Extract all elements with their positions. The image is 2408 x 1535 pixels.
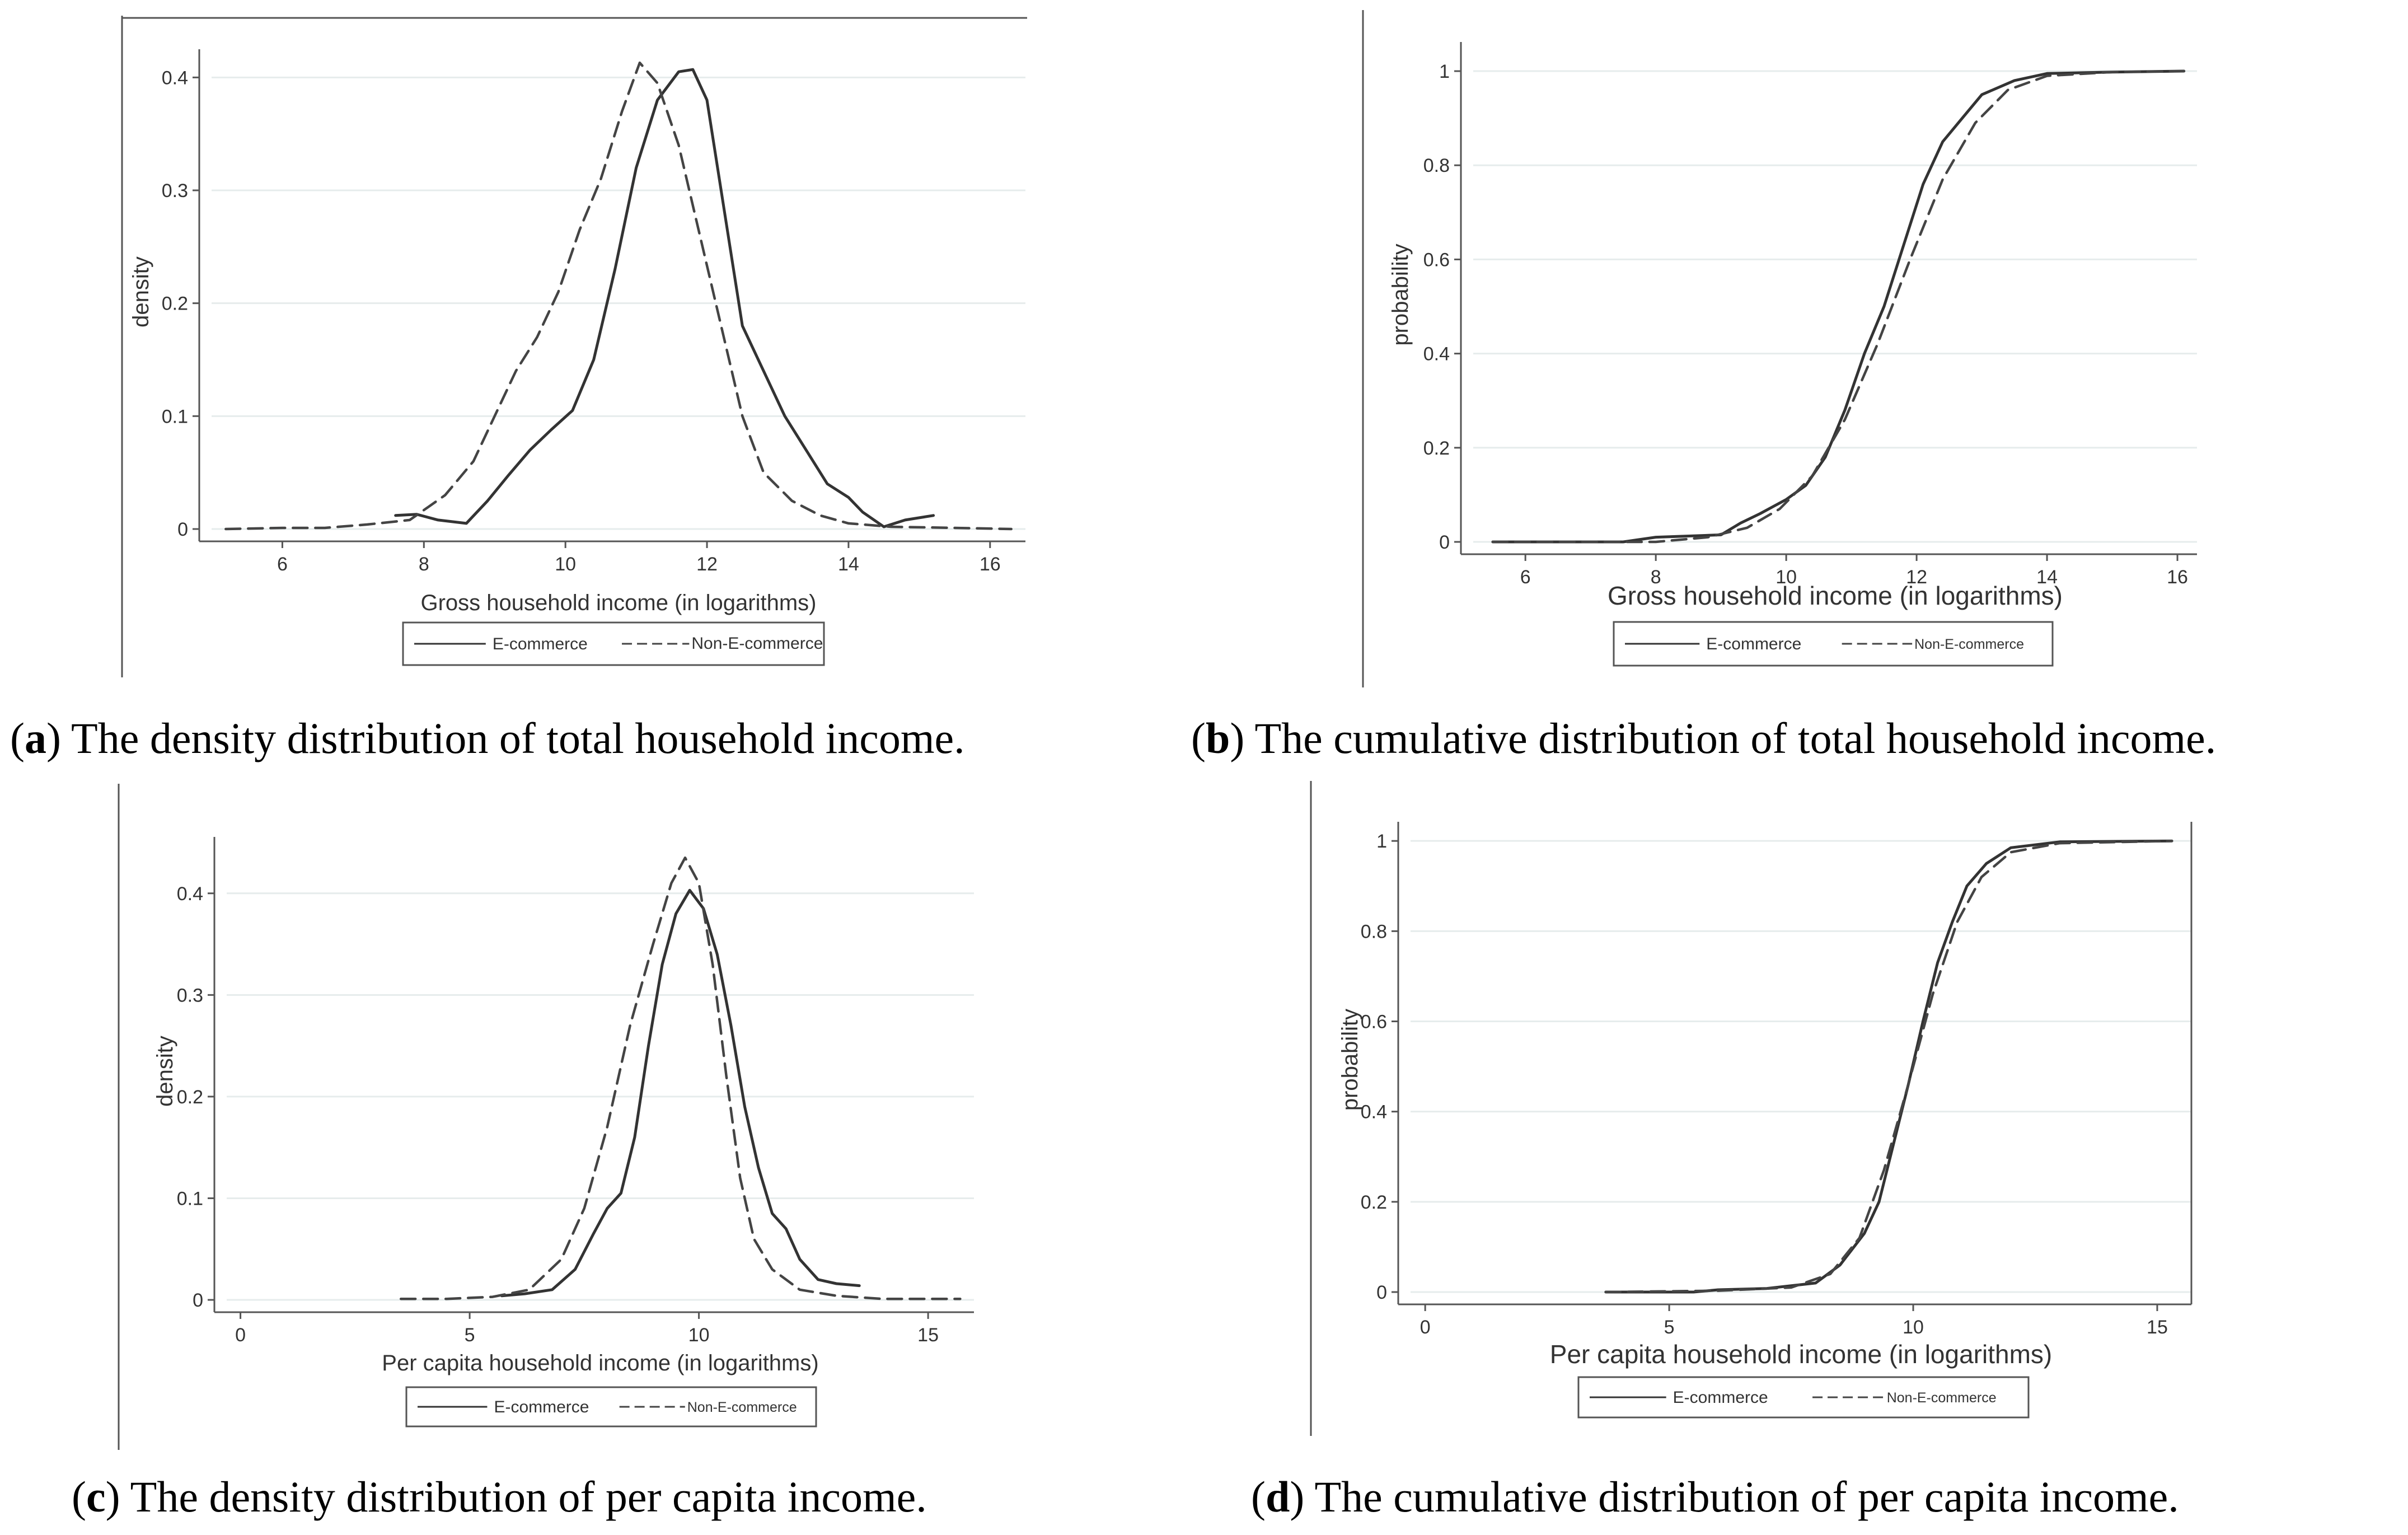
panel-d-ytick-label-0: 0 xyxy=(1376,1282,1387,1303)
panel-d-xtick-label-0: 0 xyxy=(1420,1317,1431,1338)
panel-d-x-axis-label: Per capita household income (in logarith… xyxy=(1550,1340,2052,1369)
panel-a-xtick-label-4: 14 xyxy=(838,554,859,575)
panel-b-legend-box xyxy=(1613,621,2054,667)
panel-d-legend-box xyxy=(1577,1376,2030,1419)
caption-a-label: a xyxy=(25,714,46,762)
panel-b-ytick-label-5: 1 xyxy=(1439,61,1450,82)
panel-b-ytick-label-2: 0.4 xyxy=(1423,344,1450,365)
panel-d-legend-label-e-commerce: E-commerce xyxy=(1673,1388,1768,1407)
panel-c-legend-label-non-e-commerce: Non-E-commerce xyxy=(687,1400,797,1415)
panel-a-xtick-label-0: 6 xyxy=(277,554,288,575)
panel-a-xtick-label-5: 16 xyxy=(980,554,1001,575)
panel-b-xtick-label-1: 8 xyxy=(1651,567,1661,588)
caption-a-text: ) The density distribution of total hous… xyxy=(46,714,965,762)
caption-d-text: ) The cumulative distribution of per cap… xyxy=(1290,1472,2179,1521)
panel-b-xtick-label-5: 16 xyxy=(2167,567,2188,588)
panel-d-legend: E-commerce Non-E-commerce xyxy=(1577,1376,2030,1419)
panel-c-xtick-label-3: 15 xyxy=(917,1325,939,1346)
panel-d-ytick-label-3: 0.6 xyxy=(1361,1012,1387,1033)
panel-a-series-non-e-commerce-line xyxy=(224,61,1013,531)
panel-a-ytick-label-4: 0.4 xyxy=(162,67,188,88)
panel-a-x-axis-label: Gross household income (in logarithms) xyxy=(421,591,817,615)
panel-d-xtick-label-2: 10 xyxy=(1903,1317,1924,1338)
panel-a-legend-label-non-e-commerce: Non-E-commerce xyxy=(691,634,823,653)
panel-c-xtick-label-1: 5 xyxy=(465,1325,475,1346)
caption-d-label: d xyxy=(1266,1472,1290,1521)
panel-b-series-e-commerce-line xyxy=(1491,69,2186,544)
panel-c-ytick-label-1: 0.1 xyxy=(177,1188,203,1209)
panel-b-ytick-label-4: 0.8 xyxy=(1423,155,1450,176)
panel-a-y-axis-label: density xyxy=(129,256,153,327)
caption-b-label: b xyxy=(1206,714,1230,762)
panel-c-legend: E-commerce Non-E-commerce xyxy=(405,1386,817,1428)
caption-a: (a) The density distribution of total ho… xyxy=(10,714,965,762)
panel-c-ytick-label-4: 0.4 xyxy=(177,883,203,905)
panel-a-legend-box xyxy=(402,621,825,666)
panel-a-xtick-label-1: 8 xyxy=(419,554,429,575)
caption-b: (b) The cumulative distribution of total… xyxy=(1191,714,2216,762)
panel-b-ytick-label-3: 0.6 xyxy=(1423,249,1450,270)
panel-b-xtick-label-3: 12 xyxy=(1906,567,1927,588)
panel-c-xtick-label-2: 10 xyxy=(688,1325,710,1346)
panel-b-xtick-label-0: 6 xyxy=(1520,567,1531,588)
panel-a-ytick-label-2: 0.2 xyxy=(162,293,188,315)
panel-a-xtick-label-2: 10 xyxy=(555,554,576,575)
panel-b-x-axis-label: Gross household income (in logarithms) xyxy=(1608,581,2063,610)
panel-c-ytick-label-3: 0.3 xyxy=(177,985,203,1006)
panel-a-ytick-label-0: 0 xyxy=(177,519,188,540)
panel-d-ytick-label-4: 0.8 xyxy=(1361,921,1387,942)
panel-c-x-axis-label: Per capita household income (in logarith… xyxy=(382,1351,818,1375)
panel-d-xtick-label-1: 5 xyxy=(1664,1317,1675,1338)
panel-c-xtick-label-0: 0 xyxy=(235,1325,246,1346)
panel-b-ytick-label-1: 0.2 xyxy=(1423,438,1450,459)
panel-a-ytick-label-3: 0.3 xyxy=(162,180,188,202)
caption-c-text: ) The density distribution of per capita… xyxy=(106,1472,927,1521)
panel-d-ytick-label-1: 0.2 xyxy=(1361,1192,1387,1213)
panel-d-xtick-label-3: 15 xyxy=(2147,1317,2168,1338)
caption-b-text: ) The cumulative distribution of total h… xyxy=(1230,714,2216,762)
caption-c: (c) The density distribution of per capi… xyxy=(72,1472,927,1521)
panel-b-legend: E-commerce Non-E-commerce xyxy=(1613,621,2054,667)
panel-d-ytick-label-2: 0.4 xyxy=(1361,1102,1387,1123)
panel-c-ytick-label-0: 0 xyxy=(193,1290,203,1311)
panel-d-series-non-e-commerce-line xyxy=(1604,839,2173,1294)
panel-b-ytick-label-0: 0 xyxy=(1439,532,1450,553)
panel-c-legend-box xyxy=(405,1386,817,1428)
panel-c-y-axis-label: density xyxy=(153,1036,177,1107)
panel-a-ytick-label-1: 0.1 xyxy=(162,406,188,427)
caption-c-label: c xyxy=(86,1472,106,1521)
panel-c-series-non-e-commerce-line xyxy=(399,856,962,1300)
panel-d-ytick-label-5: 1 xyxy=(1376,831,1387,852)
panel-b-xtick-label-2: 10 xyxy=(1775,567,1797,588)
panel-d-legend-label-non-e-commerce: Non-E-commerce xyxy=(1887,1390,1997,1406)
panel-b-y-axis-label: probability xyxy=(1388,244,1413,345)
panel-b-xtick-label-4: 14 xyxy=(2036,567,2058,588)
chart-panel-c: 0 0.1 0.2 0.3 0.4 0 5 10 15 Per capita household … xyxy=(153,837,974,1428)
caption-d: (d) The cumulative distribution of per c… xyxy=(1251,1472,2179,1521)
panel-c-legend-label-e-commerce: E-commerce xyxy=(494,1398,589,1416)
panel-d-series-e-commerce-line xyxy=(1604,839,2173,1294)
panel-b-legend-label-non-e-commerce: Non-E-commerce xyxy=(1914,637,2024,652)
panel-b-series-non-e-commerce-line xyxy=(1491,69,2185,544)
panel-a-xtick-label-3: 12 xyxy=(696,554,718,575)
chart-panel-a: 0 0.1 0.2 0.3 0.4 6 8 10 12 14 16 Gross household i… xyxy=(129,49,1025,666)
panel-a-legend-label-e-commerce: E-commerce xyxy=(493,635,588,653)
panel-c-ytick-label-2: 0.2 xyxy=(177,1087,203,1108)
panel-a-series-e-commerce-line xyxy=(394,68,935,528)
panel-d-y-axis-label: probability xyxy=(1338,1009,1362,1111)
panel-c-series-e-commerce-line xyxy=(500,888,861,1298)
panel-a-legend: E-commerce Non-E-commerce xyxy=(402,621,825,666)
panel-b-legend-label-e-commerce: E-commerce xyxy=(1706,635,1801,653)
